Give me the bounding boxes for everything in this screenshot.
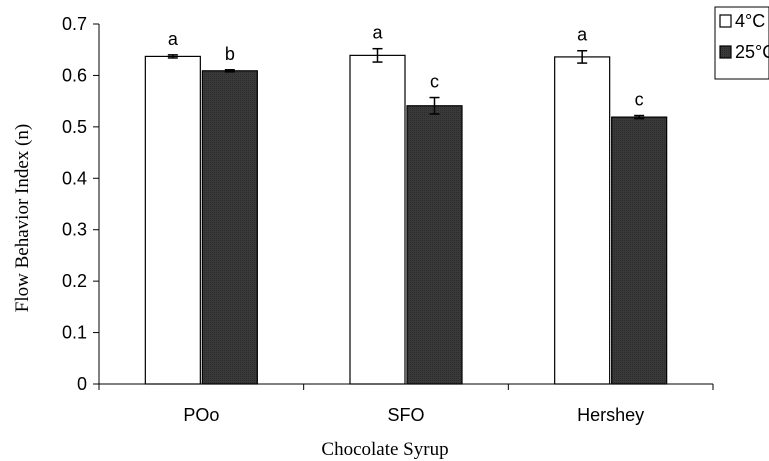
error-bar	[577, 49, 588, 64]
y-tick-label: 0	[77, 374, 87, 394]
error-bar	[429, 96, 440, 115]
y-tick-label: 0.3	[62, 220, 87, 240]
legend-label: 25°C	[735, 42, 769, 62]
bar	[406, 105, 463, 385]
x-tick-label: POo	[183, 405, 219, 425]
plot-area: 0 0.1 0.2 0.3 0.4 0.5 0.6 0.7 POo a b SFO a c Hershey a…	[62, 14, 714, 425]
error-bar	[167, 54, 178, 59]
x-axis-title: Chocolate Syrup	[321, 439, 448, 460]
bar	[349, 54, 406, 385]
y-tick-label: 0.2	[62, 271, 87, 291]
y-axis-title: Flow Behavior Index (n)	[12, 124, 33, 312]
significance-label: c	[430, 72, 439, 92]
legend-swatch	[719, 45, 732, 59]
x-tick-label: SFO	[387, 405, 424, 425]
legend-label: 4°C	[735, 11, 765, 31]
significance-label: c	[635, 90, 644, 110]
error-bar	[634, 114, 645, 120]
significance-label: a	[577, 25, 588, 45]
y-tick-label: 0.5	[62, 117, 87, 137]
significance-label: a	[168, 29, 179, 49]
legend-swatch	[719, 14, 732, 28]
y-tick-label: 0.6	[62, 65, 87, 85]
y-tick-label: 0.4	[62, 168, 87, 188]
y-tick-label: 0.7	[62, 14, 87, 34]
bar	[554, 56, 611, 385]
significance-label: a	[372, 23, 383, 43]
error-bar	[372, 47, 383, 63]
significance-label: b	[225, 44, 235, 64]
bar	[611, 116, 668, 385]
y-tick-label: 0.1	[62, 323, 87, 343]
error-bar	[224, 69, 235, 73]
bar	[144, 55, 201, 385]
bar	[201, 70, 258, 385]
x-tick-label: Hershey	[577, 405, 644, 425]
legend: 4°C 25°C	[714, 6, 769, 80]
